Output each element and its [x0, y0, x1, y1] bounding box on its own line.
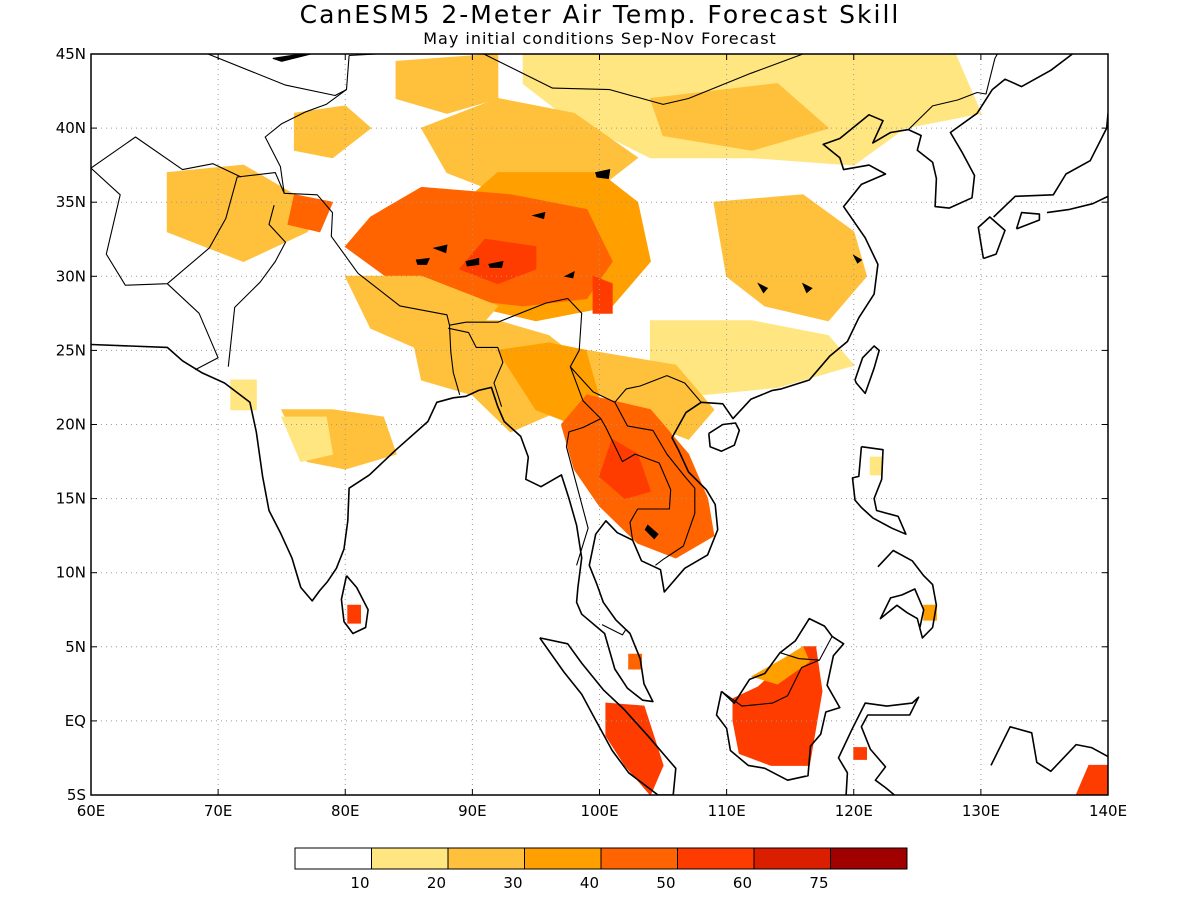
skill-region-5: [713, 194, 868, 322]
lake: [531, 211, 546, 220]
legend-label: 50: [656, 874, 675, 892]
lat-tick-label: 45N: [56, 45, 86, 63]
lon-tick-label: 90E: [458, 802, 487, 820]
lat-tick-label: 35N: [56, 193, 86, 211]
skill-region-2: [395, 54, 499, 114]
lake: [465, 257, 480, 267]
coastline: [851, 445, 907, 536]
country-border: [440, 54, 804, 105]
coastline: [539, 637, 677, 795]
coastline: [877, 549, 938, 639]
lat-tick-label: 5N: [65, 638, 86, 656]
lon-tick-label: 60E: [77, 802, 106, 820]
skill-region-4: [649, 83, 830, 151]
legend-swatch: [371, 847, 449, 870]
lake: [852, 254, 863, 264]
legend-swatch: [753, 847, 831, 870]
legend-swatch: [830, 847, 908, 870]
coastline: [1015, 211, 1041, 230]
country-border: [227, 205, 287, 367]
lake: [432, 244, 448, 254]
coastline: [340, 575, 369, 635]
skill-region-27: [853, 747, 867, 760]
lon-tick-label: 80E: [331, 802, 360, 820]
skill-region-1: [293, 105, 372, 159]
skill-region-29: [923, 604, 937, 621]
coastlines-layer: [91, 54, 1108, 795]
coastline: [715, 617, 845, 782]
lon-tick-label: 130E: [962, 802, 1000, 820]
country-border: [264, 55, 350, 194]
country-border: [779, 636, 833, 661]
skill-region-30: [869, 456, 883, 476]
lake: [488, 260, 504, 268]
skill-region-12: [287, 194, 334, 233]
country-border: [207, 54, 347, 97]
lat-tick-label: 20N: [56, 416, 86, 434]
country-border: [448, 327, 504, 407]
legend-label: 75: [809, 874, 828, 892]
lat-tick-label: 10N: [56, 564, 86, 582]
country-border: [569, 366, 672, 541]
skill-region-20: [280, 416, 334, 463]
lat-tick-label: 30N: [56, 267, 86, 285]
map-title: CanESM5 2-Meter Air Temp. Forecast Skill: [299, 0, 901, 29]
lat-tick-label: 15N: [56, 490, 86, 508]
legend-label: 10: [350, 874, 369, 892]
lat-tick-label: 40N: [56, 119, 86, 137]
lake: [644, 524, 659, 540]
lon-tick-label: 100E: [580, 802, 618, 820]
coastline: [91, 54, 1073, 703]
skill-region-23: [605, 702, 664, 795]
country-border: [601, 624, 627, 636]
legend-label: 20: [427, 874, 446, 892]
legend-swatch: [447, 847, 525, 870]
skill-region-21: [230, 379, 257, 411]
country-border: [908, 54, 998, 130]
coastline: [1046, 195, 1108, 214]
skill-shading-layer: [166, 54, 1108, 795]
lon-tick-label: 110E: [708, 802, 746, 820]
skill-region-22: [347, 604, 361, 624]
country-border: [448, 325, 461, 396]
lake: [272, 54, 312, 62]
axis-ticks: 60E 70E 80E 90E 100E 110E 120E 130E 140E 45N 40N 35…: [56, 45, 1127, 820]
country-border: [721, 659, 820, 707]
coastline: [837, 696, 920, 795]
skill-region-11: [592, 275, 613, 314]
lake: [757, 282, 769, 294]
map-subtitle: May initial conditions Sep-Nov Forecast: [423, 29, 777, 48]
lon-tick-label: 140E: [1089, 802, 1127, 820]
lake: [563, 270, 575, 279]
lon-tick-label: 120E: [835, 802, 873, 820]
lon-tick-label: 70E: [204, 802, 233, 820]
legend-swatch: [294, 847, 372, 870]
lat-tick-label: 25N: [56, 341, 86, 359]
color-legend: 10 20 30 40 50 60 75: [294, 847, 908, 892]
country-border: [91, 136, 242, 178]
legend-label: 30: [503, 874, 522, 892]
coastline: [977, 216, 1006, 260]
country-border: [349, 54, 378, 57]
lake: [801, 282, 813, 294]
country-border: [166, 283, 219, 371]
coastline: [708, 422, 741, 453]
lake: [415, 257, 431, 265]
legend-label: 40: [580, 874, 599, 892]
lat-tick-label: EQ: [65, 712, 86, 730]
country-border: [614, 402, 696, 566]
legend-swatch: [600, 847, 678, 870]
coastline: [990, 725, 1108, 773]
country-border: [565, 418, 602, 566]
skill-region-26: [750, 646, 810, 685]
legend-swatch: [524, 847, 602, 870]
lat-tick-label: 5S: [67, 786, 86, 804]
coastline: [854, 345, 881, 395]
legend-label: 60: [733, 874, 752, 892]
legend-swatch: [677, 847, 755, 870]
skill-region-28: [1075, 764, 1108, 795]
skill-region-18: [598, 438, 652, 500]
lake: [595, 168, 611, 180]
